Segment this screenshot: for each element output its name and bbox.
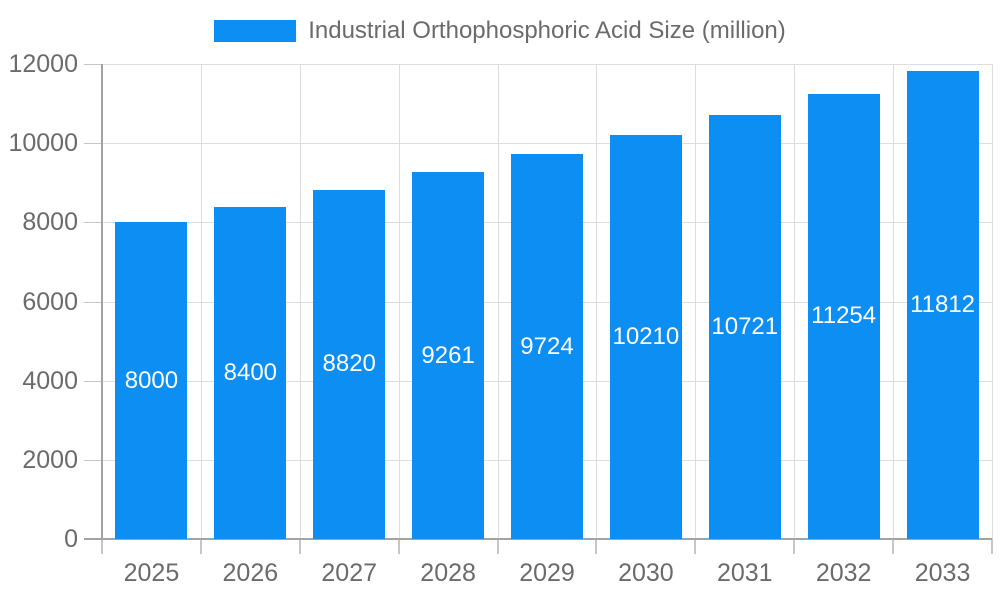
x-axis-tick (595, 539, 598, 554)
y-axis-tick-label: 8000 (22, 208, 78, 237)
bar-value-label: 8000 (124, 366, 179, 394)
x-axis-tick (496, 539, 499, 554)
bar-value-label: 11812 (910, 291, 976, 319)
y-axis-line (101, 64, 103, 540)
gridline-horizontal (102, 143, 992, 145)
bar-value-label: 8820 (322, 350, 376, 378)
y-axis-tick (84, 459, 102, 461)
gridline-vertical (299, 64, 301, 539)
x-axis-tick-label: 2028 (420, 559, 476, 587)
gridline-vertical (200, 64, 202, 539)
y-axis-tick (84, 222, 102, 224)
x-axis-tick (298, 539, 301, 554)
y-axis-tick-label: 0 (64, 525, 78, 553)
x-axis-line (84, 538, 992, 540)
gridline-vertical (794, 64, 796, 539)
bar-value-label: 10721 (711, 312, 779, 340)
bar[interactable] (807, 93, 880, 539)
gridline-vertical (695, 64, 697, 539)
gridline-vertical (992, 64, 993, 539)
y-axis-tick (84, 301, 102, 303)
x-axis-tick-label: 2025 (123, 559, 180, 587)
y-axis-tick-label: 6000 (22, 287, 78, 316)
legend-item[interactable]: Industrial Orthophosphoric Acid Size (mi… (0, 18, 1000, 44)
bar[interactable] (511, 154, 583, 539)
x-axis-tick (694, 539, 697, 554)
x-axis-tick (793, 539, 796, 554)
bar-value-label: 9724 (520, 332, 574, 360)
gridline-vertical (893, 64, 895, 539)
x-axis-tick-label: 2029 (519, 559, 575, 587)
y-axis-tick-label: 4000 (22, 366, 78, 395)
gridline-vertical (497, 64, 499, 539)
x-axis-tick (101, 539, 103, 554)
x-axis-tick-label: 2033 (914, 559, 971, 587)
x-axis-tick-label: 2026 (222, 559, 279, 587)
y-axis-tick (84, 380, 102, 382)
bar[interactable] (708, 114, 781, 539)
bar[interactable] (906, 71, 979, 539)
gridline-vertical (398, 64, 400, 539)
y-axis-tick (84, 143, 102, 145)
x-axis-tick-label: 2027 (321, 559, 378, 587)
legend-label: Industrial Orthophosphoric Acid Size (mi… (308, 17, 786, 44)
x-axis-tick-label: 2030 (618, 559, 674, 587)
bar-value-label: 8400 (223, 358, 278, 386)
y-axis-tick-label: 2000 (22, 445, 78, 474)
y-axis-tick-label: 10000 (8, 129, 78, 158)
bar[interactable] (115, 222, 188, 539)
x-axis-tick (199, 539, 202, 554)
bar[interactable] (214, 206, 287, 539)
x-axis-tick-label: 2031 (716, 559, 773, 587)
gridline-horizontal (102, 64, 992, 65)
bar-value-label: 9261 (421, 341, 475, 369)
x-axis-tick-label: 2032 (815, 559, 872, 587)
bar[interactable] (609, 134, 682, 539)
x-axis-tick (991, 539, 993, 554)
bar[interactable] (313, 189, 386, 539)
x-axis-tick (397, 539, 400, 554)
y-axis-tick-label: 12000 (8, 50, 78, 78)
bar-value-label: 10210 (612, 322, 680, 350)
x-axis-tick (892, 539, 895, 554)
bar[interactable] (412, 172, 485, 539)
bar-value-label: 11254 (811, 302, 877, 330)
y-axis-tick (84, 64, 102, 65)
legend-swatch (214, 20, 297, 42)
gridline-vertical (596, 64, 598, 539)
